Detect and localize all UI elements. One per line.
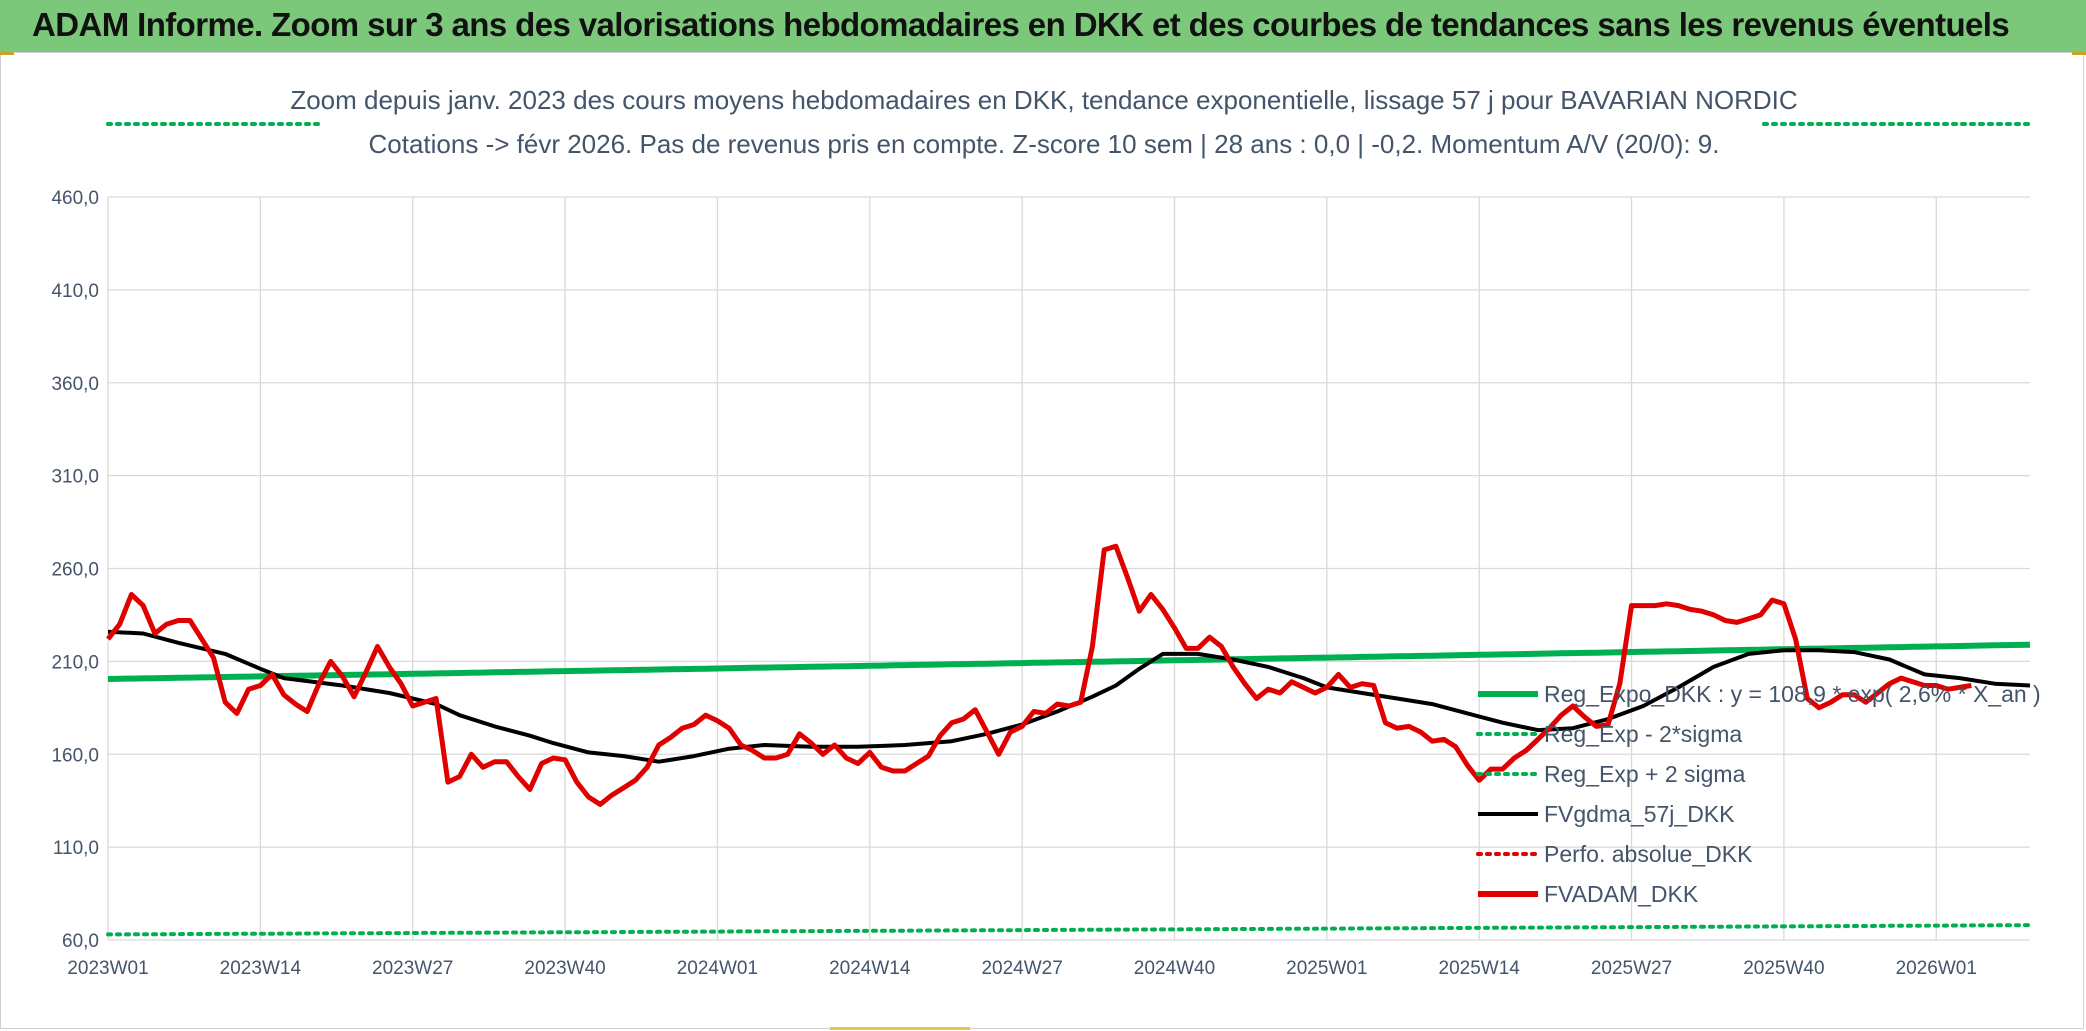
accent-bar-left (0, 52, 14, 55)
title-background (320, 77, 1762, 165)
y-tick-label: 210,0 (51, 652, 99, 673)
x-tick-label: 2023W14 (220, 958, 302, 979)
legend-label: FVgdma_57j_DKK (1544, 801, 1735, 827)
legend-label: Reg_Expo_DKK : y = 108,9 * exp( 2,6% * X… (1544, 681, 2041, 707)
x-tick-label: 2023W27 (372, 958, 453, 979)
gridlines (107, 196, 2030, 941)
y-tick-label: 60,0 (62, 931, 99, 952)
report-header: ADAM Informe. Zoom sur 3 ans des valoris… (0, 0, 2086, 52)
chart-frame (0, 52, 2084, 1029)
series-fvgdma-57j (107, 629, 2031, 764)
y-tick-label: 460,0 (51, 188, 99, 209)
report-title: ADAM Informe. Zoom sur 3 ans des valoris… (32, 6, 2010, 43)
legend-label: Reg_Exp - 2*sigma (1544, 721, 1742, 747)
accent-bar-right (2072, 52, 2086, 55)
chart-title-line2: Cotations -> févr 2026. Pas de revenus p… (369, 129, 1720, 159)
chart-title-line1: Zoom depuis janv. 2023 des cours moyens … (290, 85, 1797, 115)
x-axis-labels: 2023W01 2023W14 2023W27 2023W40 2024W01 2024W… (67, 958, 1977, 979)
x-tick-label: 2025W27 (1591, 958, 1672, 979)
legend-label: Perfo. absolue_DKK (1544, 841, 1753, 867)
x-tick-label: 2025W01 (1286, 958, 1367, 979)
x-tick-label: 2025W40 (1743, 958, 1824, 979)
x-tick-label: 2023W01 (67, 958, 148, 979)
x-tick-label: 2024W40 (1134, 958, 1215, 979)
y-tick-label: 260,0 (51, 560, 99, 581)
x-tick-label: 2023W40 (524, 958, 605, 979)
legend-label: FVADAM_DKK (1544, 881, 1699, 907)
x-tick-label: 2025W14 (1439, 958, 1521, 979)
series-fvadam (106, 543, 1972, 807)
accent-bar-bottom (830, 1027, 970, 1030)
series-reg-exp-minus-2sigma (106, 923, 2032, 937)
chart-legend: Reg_Expo_DKK : y = 108,9 * exp( 2,6% * X… (1476, 681, 2041, 907)
x-tick-label: 2024W14 (829, 958, 911, 979)
y-tick-label: 160,0 (51, 745, 99, 766)
y-tick-label: 110,0 (53, 838, 99, 859)
y-tick-label: 360,0 (51, 374, 99, 395)
y-tick-label: 310,0 (51, 467, 99, 488)
plot-area (106, 122, 2032, 937)
legend-label: Reg_Exp + 2 sigma (1544, 761, 1746, 787)
y-axis-labels: 60,0 110,0 160,0 210,0 260,0 310,0 360,0 410,0 4… (51, 188, 99, 952)
x-tick-label: 2024W01 (677, 958, 758, 979)
x-tick-label: 2024W27 (981, 958, 1062, 979)
y-tick-label: 410,0 (51, 281, 99, 302)
series-reg-expo (107, 641, 2031, 682)
x-tick-label: 2026W01 (1896, 958, 1977, 979)
